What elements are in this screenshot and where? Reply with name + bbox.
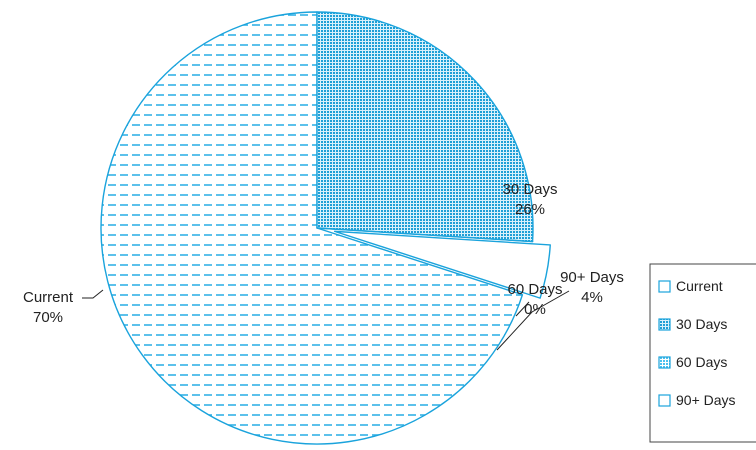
data-label-60-days: 60 Days 0%	[507, 281, 562, 318]
legend-swatch-60-days	[658, 356, 671, 369]
pie-slices	[100, 11, 551, 445]
legend-box	[649, 263, 756, 443]
legend-item-90plus-days: 90+ Days	[658, 392, 736, 408]
legend-label-90plus-days: 90+ Days	[676, 392, 736, 408]
legend-item-60-days: 60 Days	[658, 354, 727, 370]
leader-line-90plus-days	[496, 290, 570, 351]
legend-item-current: Current	[658, 278, 723, 294]
slice-current	[100, 11, 524, 445]
legend: Current 30 Days 60 Days 90+ Days	[649, 263, 756, 443]
slice-60-days	[316, 227, 534, 243]
legend-label-60-days: 60 Days	[676, 354, 727, 370]
legend-item-30-days: 30 Days	[658, 316, 727, 332]
data-label-90plus-days: 90+ Days 4%	[560, 269, 624, 306]
slice-30-days	[316, 11, 534, 243]
legend-label-current: Current	[676, 278, 723, 294]
slice-labels: Current 70% 30 Days 26% 60 Days 0%90+ Days 4%	[23, 181, 624, 326]
slice-90plus-days	[333, 230, 551, 299]
data-label-current: Current 70%	[23, 289, 74, 326]
legend-swatch-90plus-days	[658, 394, 671, 407]
legend-swatch-current	[658, 280, 671, 293]
legend-label-30-days: 30 Days	[676, 316, 727, 332]
leader-line-60-days	[515, 301, 530, 317]
legend-swatch-30-days	[658, 318, 671, 331]
leader-lines	[82, 289, 570, 351]
data-label-30-days: 30 Days 26%	[502, 181, 557, 218]
leader-line-current	[82, 289, 104, 299]
